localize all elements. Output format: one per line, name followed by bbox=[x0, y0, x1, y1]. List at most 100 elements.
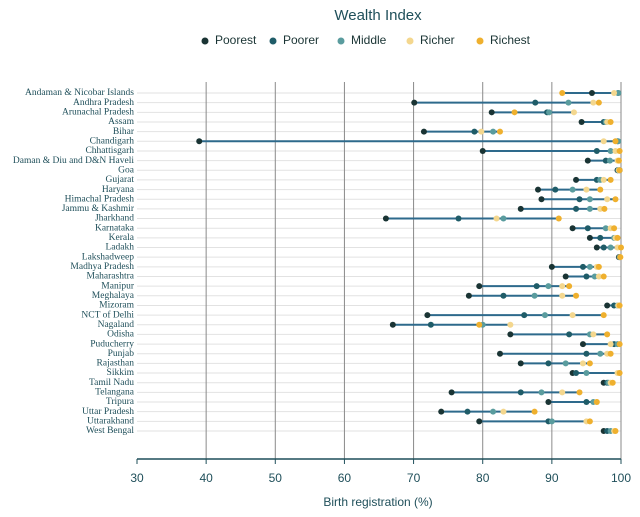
dot bbox=[488, 109, 495, 116]
dot bbox=[593, 244, 600, 251]
category-label: Andaman & Nicobar Islands bbox=[25, 88, 134, 98]
category-label: Ladakh bbox=[106, 243, 135, 253]
category-label: Punjab bbox=[108, 349, 135, 359]
category-label: Nagaland bbox=[98, 320, 135, 330]
dot bbox=[493, 215, 500, 222]
dot bbox=[576, 389, 583, 396]
dot bbox=[464, 408, 471, 415]
dot bbox=[607, 147, 614, 154]
dot bbox=[607, 350, 614, 357]
dot bbox=[584, 225, 591, 232]
dot bbox=[583, 350, 590, 357]
category-label: Sikkim bbox=[107, 368, 135, 378]
dot bbox=[584, 157, 591, 164]
legend-label: Poorer bbox=[283, 33, 319, 47]
category-label: Andhra Pradesh bbox=[73, 98, 134, 108]
dot bbox=[612, 138, 619, 145]
category-label: Chhattisgarh bbox=[85, 146, 134, 156]
dot bbox=[578, 118, 585, 125]
dot bbox=[548, 263, 555, 270]
dot bbox=[579, 360, 586, 367]
category-label: Karnataka bbox=[95, 223, 135, 233]
dot bbox=[476, 418, 483, 425]
dot bbox=[517, 389, 524, 396]
dot bbox=[583, 186, 590, 193]
dot bbox=[532, 99, 539, 106]
dot bbox=[438, 408, 445, 415]
category-label: Uttar Pradesh bbox=[82, 407, 134, 417]
legend-title: Wealth Index bbox=[334, 7, 422, 24]
dot bbox=[600, 312, 607, 319]
category-label: Kerala bbox=[109, 233, 135, 243]
dot bbox=[490, 408, 497, 415]
dot bbox=[611, 225, 618, 232]
x-axis-label: Birth registration (%) bbox=[323, 495, 432, 509]
category-label: West Bengal bbox=[86, 426, 134, 436]
category-label: Daman & Diu and D&N Haveli bbox=[13, 156, 134, 166]
category-label: Puducherry bbox=[90, 339, 134, 349]
x-tick-label: 70 bbox=[407, 471, 421, 485]
dot bbox=[576, 196, 583, 203]
dot bbox=[583, 370, 590, 377]
dot bbox=[607, 118, 614, 125]
dot bbox=[612, 196, 619, 203]
dot bbox=[382, 215, 389, 222]
category-label: Haryana bbox=[102, 185, 135, 195]
category-label: Odisha bbox=[107, 330, 135, 340]
dot bbox=[570, 109, 577, 116]
dot bbox=[595, 273, 602, 280]
dot bbox=[569, 312, 576, 319]
dot bbox=[479, 147, 486, 154]
legend-marker bbox=[476, 37, 484, 45]
dot bbox=[607, 341, 614, 348]
legend-label: Richest bbox=[490, 33, 531, 47]
dot bbox=[604, 331, 611, 338]
legend-marker bbox=[337, 37, 345, 45]
dot bbox=[583, 273, 590, 280]
x-tick-label: 60 bbox=[338, 471, 352, 485]
dot bbox=[531, 292, 538, 299]
legend-label: Poorest bbox=[215, 33, 257, 47]
dot bbox=[607, 176, 614, 183]
category-label: Telangana bbox=[95, 388, 135, 398]
dot bbox=[465, 292, 472, 299]
dot bbox=[538, 389, 545, 396]
dot bbox=[616, 167, 623, 174]
dot bbox=[507, 321, 514, 328]
dot bbox=[478, 128, 485, 135]
dot bbox=[614, 234, 621, 241]
dot bbox=[548, 418, 555, 425]
dot bbox=[586, 360, 593, 367]
category-label: Madhya Pradesh bbox=[70, 262, 134, 272]
dot bbox=[545, 399, 552, 406]
category-label: Lakshadweep bbox=[82, 252, 134, 262]
x-tick-label: 40 bbox=[199, 471, 213, 485]
category-label: Chandigarh bbox=[90, 136, 135, 146]
dot bbox=[517, 205, 524, 212]
category-label: Mizoram bbox=[99, 301, 134, 311]
dot bbox=[586, 234, 593, 241]
dot bbox=[597, 186, 604, 193]
dot bbox=[569, 186, 576, 193]
dot bbox=[531, 408, 538, 415]
dot bbox=[616, 302, 623, 309]
dot bbox=[615, 90, 622, 96]
dot bbox=[579, 341, 586, 348]
dot bbox=[604, 196, 611, 203]
category-label: Jharkhand bbox=[95, 214, 134, 224]
dot bbox=[533, 283, 540, 290]
dot bbox=[545, 283, 552, 290]
category-label: Manipur bbox=[101, 281, 135, 291]
dot bbox=[566, 283, 573, 290]
dot bbox=[500, 292, 507, 299]
dot bbox=[490, 128, 497, 135]
dot bbox=[562, 360, 569, 367]
dot bbox=[597, 205, 604, 212]
dot bbox=[593, 147, 600, 154]
dot bbox=[607, 244, 614, 251]
legend-marker bbox=[269, 37, 277, 45]
dot bbox=[521, 312, 528, 319]
dot bbox=[602, 225, 609, 232]
dot bbox=[616, 370, 623, 377]
dot bbox=[586, 196, 593, 203]
